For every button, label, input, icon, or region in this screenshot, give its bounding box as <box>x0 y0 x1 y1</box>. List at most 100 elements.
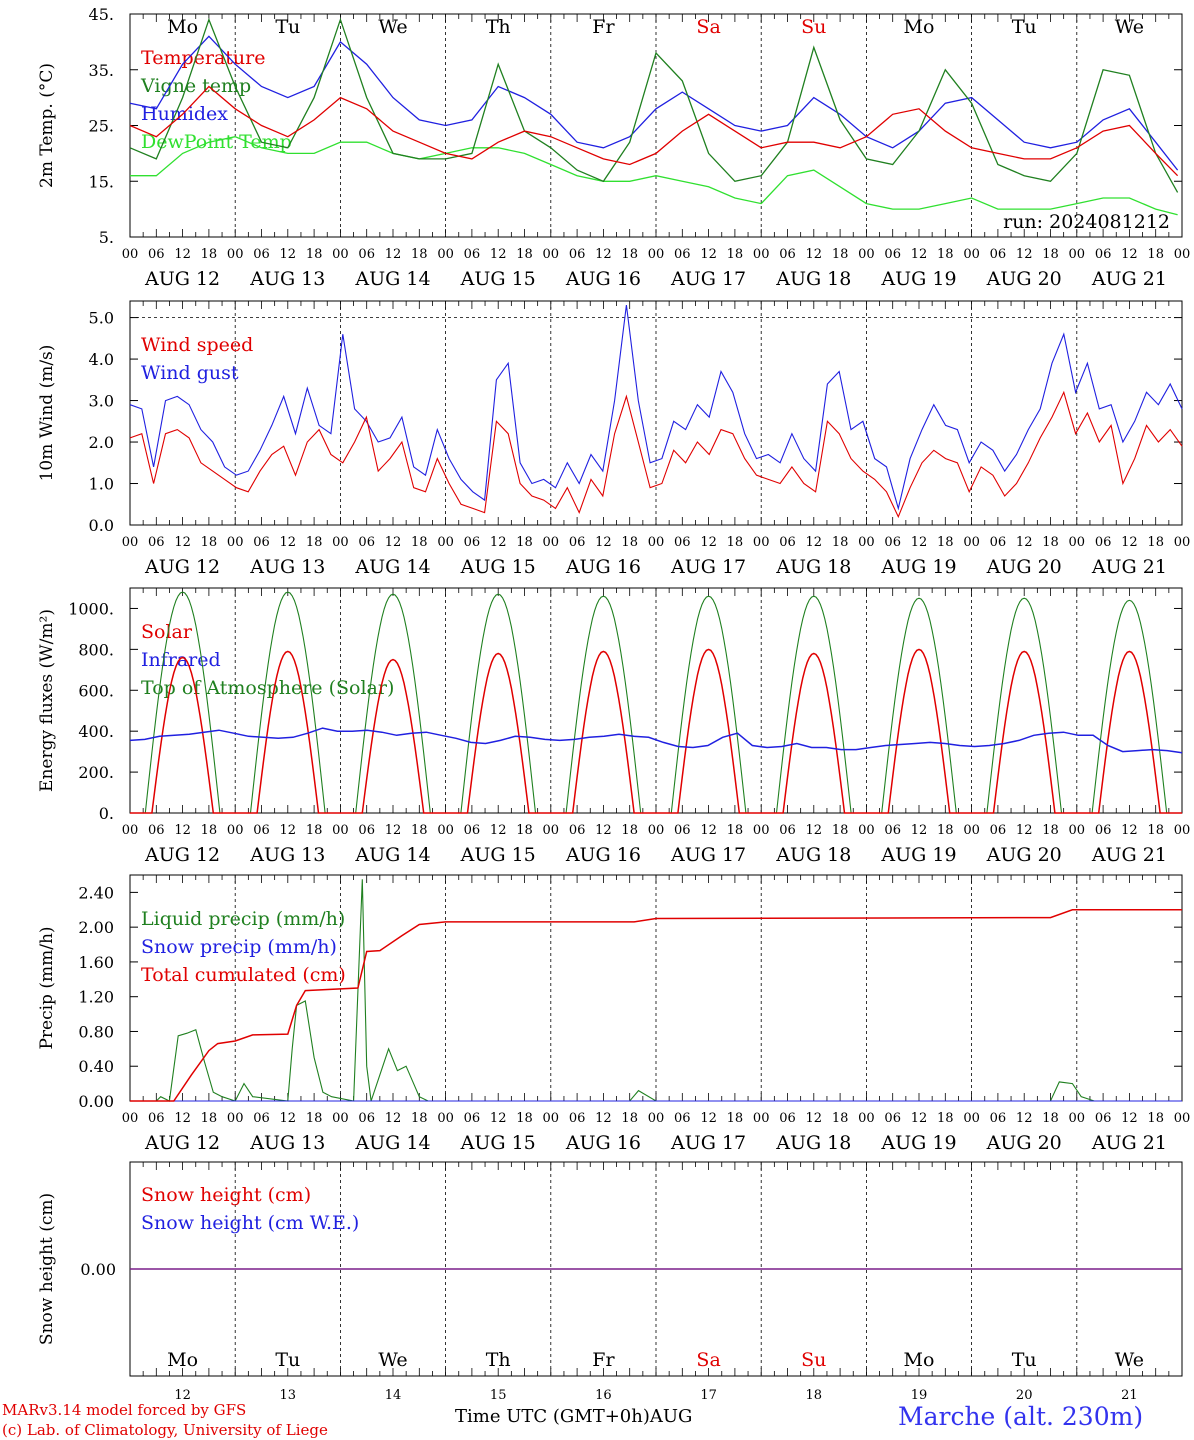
x-hour-label: 06 <box>464 247 481 262</box>
y-tick-label: 0.00 <box>80 1260 116 1279</box>
x-hour-label: 18 <box>306 823 323 838</box>
legend-entry: Snow height (cm) <box>141 1184 311 1206</box>
x-hour-label: 18 <box>411 247 428 262</box>
panel-4: Precip (mm/h) 2.40 2.00 1.60 1.20 0.80 0.40 0.0… <box>37 874 1191 1154</box>
panel-2: 10m Wind (m/s) 5.0 4.0 3.0 2.0 1.0 0.0 Wind spe… <box>37 300 1190 578</box>
x-hour-label: 18 <box>621 1111 638 1126</box>
x-hour-label: 00 <box>1174 1111 1191 1126</box>
x-hour-label: 12 <box>911 823 928 838</box>
x-date-label: AUG 15 <box>460 556 536 578</box>
x-hour-label: 18 <box>516 1111 533 1126</box>
x-hour-label: 06 <box>148 1111 165 1126</box>
x-hour-label: 00 <box>753 1111 770 1126</box>
day-number: 15 <box>490 1388 507 1403</box>
x-date-label: AUG 20 <box>986 556 1062 578</box>
x-hour-label: 12 <box>174 1111 191 1126</box>
x-hour-label: 12 <box>1121 1111 1138 1126</box>
legend-entry: Snow precip (mm/h) <box>141 936 337 958</box>
model-line: MARv3.14 model forced by GFS <box>2 1401 247 1419</box>
y-tick-label: 45. <box>89 5 114 24</box>
x-hour-label: 18 <box>306 1111 323 1126</box>
x-hour-label: 18 <box>306 535 323 550</box>
x-hour-label: 12 <box>595 535 612 550</box>
x-hour-label: 00 <box>753 535 770 550</box>
x-hour-label: 12 <box>490 823 507 838</box>
x-date-label: AUG 16 <box>565 556 641 578</box>
x-date-label: AUG 16 <box>565 268 641 290</box>
x-hour-label: 12 <box>806 1111 823 1126</box>
day-number: 21 <box>1121 1388 1138 1403</box>
day-number: 17 <box>700 1388 717 1403</box>
y-axis-label: Energy fluxes (W/m²) <box>37 609 57 792</box>
weekday-label: We <box>378 16 407 38</box>
station-label: Marche (alt. 230m) <box>898 1402 1144 1431</box>
weekday-label: We <box>378 1349 407 1371</box>
day-number: 20 <box>1016 1388 1033 1403</box>
month-label: AUG <box>649 1406 693 1427</box>
x-hour-label: 00 <box>227 535 244 550</box>
x-hour-label: 06 <box>464 535 481 550</box>
x-hour-label: 18 <box>621 247 638 262</box>
x-hour-label: 06 <box>358 1111 375 1126</box>
x-hour-label: 18 <box>937 1111 954 1126</box>
day-number: 12 <box>174 1388 191 1403</box>
x-hour-label: 06 <box>569 823 586 838</box>
x-hour-label: 00 <box>963 535 980 550</box>
x-hour-label: 00 <box>437 823 454 838</box>
x-hour-label: 06 <box>464 1111 481 1126</box>
x-date-label: AUG 21 <box>1091 1132 1167 1154</box>
y-tick-label: 3.0 <box>89 392 114 411</box>
x-hour-label: 12 <box>806 535 823 550</box>
x-hour-label: 12 <box>806 823 823 838</box>
x-hour-label: 00 <box>122 1111 139 1126</box>
x-hour-label: 12 <box>1016 823 1033 838</box>
x-date-label: AUG 18 <box>775 1132 851 1154</box>
wind-series-line <box>129 390 1183 519</box>
x-hour-label: 06 <box>674 823 691 838</box>
x-date-label: AUG 14 <box>354 268 430 290</box>
y-tick-label: 0.40 <box>78 1057 114 1076</box>
x-hour-label: 18 <box>1147 823 1164 838</box>
x-hour-label: 00 <box>648 1111 665 1126</box>
x-hour-label: 06 <box>148 823 165 838</box>
x-date-label: AUG 14 <box>354 844 430 866</box>
wind-series-line <box>129 305 1183 511</box>
x-hour-label: 12 <box>700 247 717 262</box>
x-hour-label: 18 <box>727 535 744 550</box>
x-hour-label: 18 <box>832 1111 849 1126</box>
y-tick-label: 5.0 <box>89 309 114 328</box>
x-hour-label: 18 <box>201 823 218 838</box>
x-hour-label: 00 <box>437 247 454 262</box>
y-axis-label: 10m Wind (m/s) <box>37 345 57 482</box>
y-tick-label: 400. <box>78 722 114 741</box>
x-date-label: AUG 18 <box>775 556 851 578</box>
x-hour-label: 18 <box>832 247 849 262</box>
y-tick-label: 15. <box>89 172 114 191</box>
x-hour-label: 12 <box>280 823 297 838</box>
x-date-label: AUG 19 <box>880 556 956 578</box>
legend-entry: Top of Atmosphere (Solar) <box>141 677 394 699</box>
y-tick-label: 1000. <box>68 599 114 618</box>
x-hour-label: 12 <box>911 247 928 262</box>
x-hour-label: 12 <box>1121 247 1138 262</box>
x-hour-label: 00 <box>227 823 244 838</box>
weekday-label: Tu <box>1012 1349 1037 1371</box>
x-date-label: AUG 13 <box>249 1132 325 1154</box>
weekday-label: Fr <box>592 16 615 38</box>
weekday-label: Tu <box>1012 16 1037 38</box>
x-hour-label: 00 <box>753 823 770 838</box>
x-hour-label: 06 <box>674 535 691 550</box>
weekday-label: Tu <box>275 16 300 38</box>
x-hour-label: 12 <box>280 247 297 262</box>
x-date-label: AUG 18 <box>775 268 851 290</box>
legend-entry: Wind speed <box>141 334 253 356</box>
legend-entry: Infrared <box>141 649 221 671</box>
x-hour-label: 00 <box>437 1111 454 1126</box>
y-tick-label: 600. <box>78 681 114 700</box>
liquid-precip-line <box>130 879 1182 1102</box>
x-hour-label: 00 <box>332 535 349 550</box>
x-date-label: AUG 17 <box>670 844 746 866</box>
legend-entry: Total cumulated (cm) <box>141 964 346 986</box>
x-date-label: AUG 18 <box>775 844 851 866</box>
weekday-label: Tu <box>275 1349 300 1371</box>
